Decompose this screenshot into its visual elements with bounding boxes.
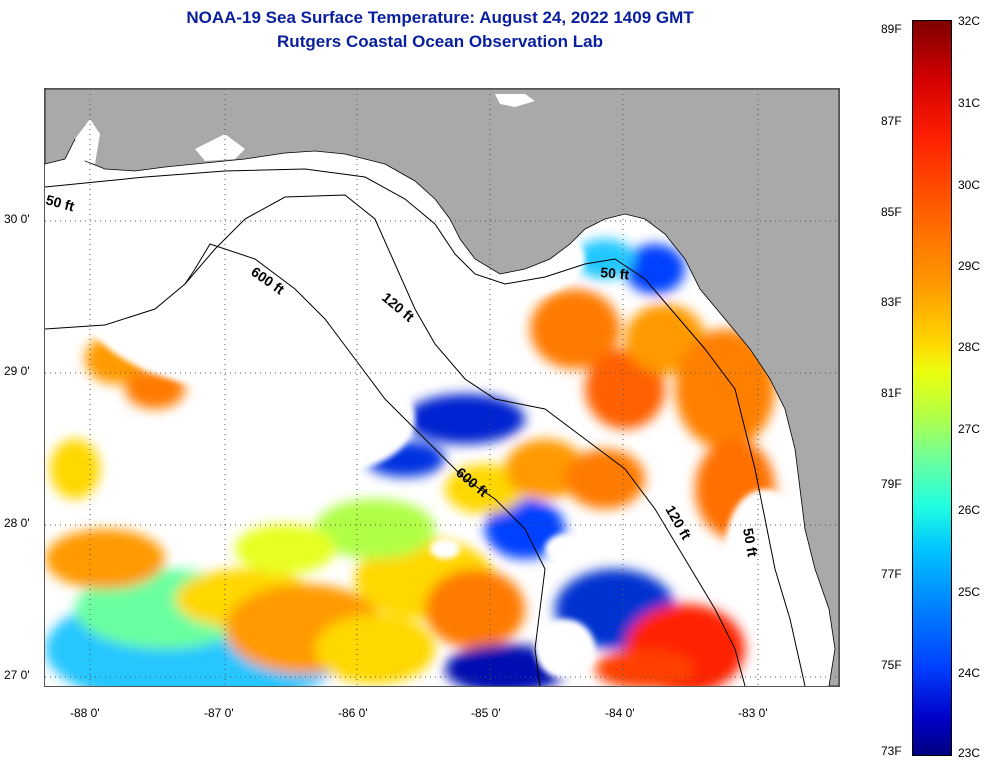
x-tick-label: -86 0': [338, 706, 368, 720]
colorbar-label-f: 85F: [881, 205, 902, 219]
contour-label-50ft-west: 50 ft: [45, 191, 76, 214]
x-tick-label: -84 0': [605, 706, 635, 720]
colorbar-label-f: 79F: [881, 477, 902, 491]
bathymetry-contours: [45, 168, 806, 686]
x-tick-label: -83 0': [738, 706, 768, 720]
colorbar-label-c: 31C: [958, 96, 981, 110]
map-title: NOAA-19 Sea Surface Temperature: August …: [186, 8, 694, 27]
colorbar-label-f: 75F: [881, 658, 902, 672]
x-tick-label: -87 0': [204, 706, 234, 720]
colorbar-label-c: 26C: [958, 503, 981, 517]
colorbar-label-c: 23C: [958, 746, 981, 760]
colorbar-label-c: 24C: [958, 666, 981, 680]
colorbar-label-f: 87F: [881, 114, 902, 128]
y-tick-label: 27 0': [4, 668, 30, 682]
land-mass: [45, 89, 839, 686]
x-tick-label: -88 0': [70, 706, 100, 720]
temperature-colorbar: [912, 20, 952, 756]
colorbar-label-c: 29C: [958, 259, 981, 273]
colorbar-label-c: 30C: [958, 178, 981, 192]
map-canvas: 50 ft 600 ft 120 ft 50 ft 600 ft 120 ft …: [45, 89, 839, 686]
colorbar-label-c: 27C: [958, 422, 981, 436]
contour-label-120ft-south: 120 ft: [662, 503, 694, 543]
sst-map[interactable]: 50 ft 600 ft 120 ft 50 ft 600 ft 120 ft …: [44, 88, 840, 687]
contour-label-50ft-bigbend: 50 ft: [600, 264, 630, 282]
colorbar-label-f: 77F: [881, 567, 902, 581]
colorbar-label-f: 73F: [881, 744, 902, 758]
colorbar-label-f: 83F: [881, 295, 902, 309]
colorbar-label-f: 81F: [881, 386, 902, 400]
y-tick-label: 29 0': [4, 364, 30, 378]
x-tick-label: -85 0': [471, 706, 501, 720]
y-tick-label: 30 0': [4, 212, 30, 226]
colorbar-label-c: 25C: [958, 585, 981, 599]
y-tick-label: 28 0': [4, 516, 30, 530]
colorbar-label-c: 32C: [958, 14, 981, 28]
contour-label-50ft-south: 50 ft: [740, 527, 761, 558]
colorbar-label-f: 89F: [881, 22, 902, 36]
map-subtitle: Rutgers Coastal Ocean Observation Lab: [277, 32, 603, 51]
colorbar-label-c: 28C: [958, 340, 981, 354]
